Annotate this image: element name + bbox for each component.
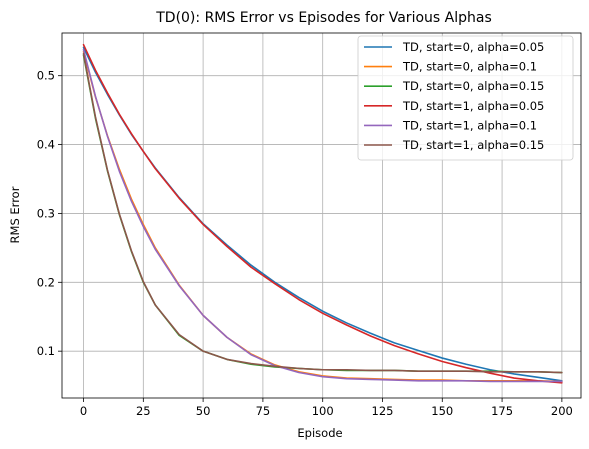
legend: TD, start=0, alpha=0.05 TD, start=0, alph… [357, 35, 574, 161]
y-axis-label: RMS Error [8, 186, 22, 243]
series-lines [82, 43, 563, 384]
y-axis-ticks: 0.1 0.2 0.3 0.4 0.5 [37, 69, 62, 358]
y-tick-label: 0.4 [37, 138, 55, 152]
legend-label-2: TD, start=0, alpha=0.1 [402, 60, 537, 74]
y-tick-label: 0.2 [37, 275, 55, 289]
x-tick-label: 200 [551, 404, 573, 418]
chart-title: TD(0): RMS Error vs Episodes for Various… [155, 10, 492, 26]
x-tick-label: 175 [491, 404, 513, 418]
y-tick-label: 0.3 [37, 206, 55, 220]
y-tick-label: 0.1 [37, 344, 55, 358]
series-line-6 [82, 52, 563, 374]
x-tick-label: 25 [136, 404, 151, 418]
x-tick-label: 50 [196, 404, 211, 418]
x-tick-label: 100 [312, 404, 334, 418]
series-line-5 [82, 48, 563, 383]
series-line-4 [82, 43, 563, 384]
legend-label-1: TD, start=0, alpha=0.05 [402, 40, 544, 54]
x-tick-label: 125 [372, 404, 394, 418]
x-tick-label: 150 [431, 404, 453, 418]
legend-label-3: TD, start=0, alpha=0.15 [402, 79, 544, 93]
x-axis-ticks: 0 25 50 75 100 125 150 175 200 [80, 398, 573, 418]
legend-box [357, 35, 574, 161]
x-tick-label: 0 [80, 404, 87, 418]
legend-label-5: TD, start=1, alpha=0.1 [402, 118, 537, 132]
y-tick-label: 0.5 [37, 69, 55, 83]
plot-area-frame [61, 32, 582, 399]
x-axis-label: Episode [297, 426, 342, 440]
legend-label-6: TD, start=1, alpha=0.15 [402, 138, 544, 152]
x-tick-label: 75 [256, 404, 271, 418]
legend-label-4: TD, start=1, alpha=0.05 [402, 99, 544, 113]
